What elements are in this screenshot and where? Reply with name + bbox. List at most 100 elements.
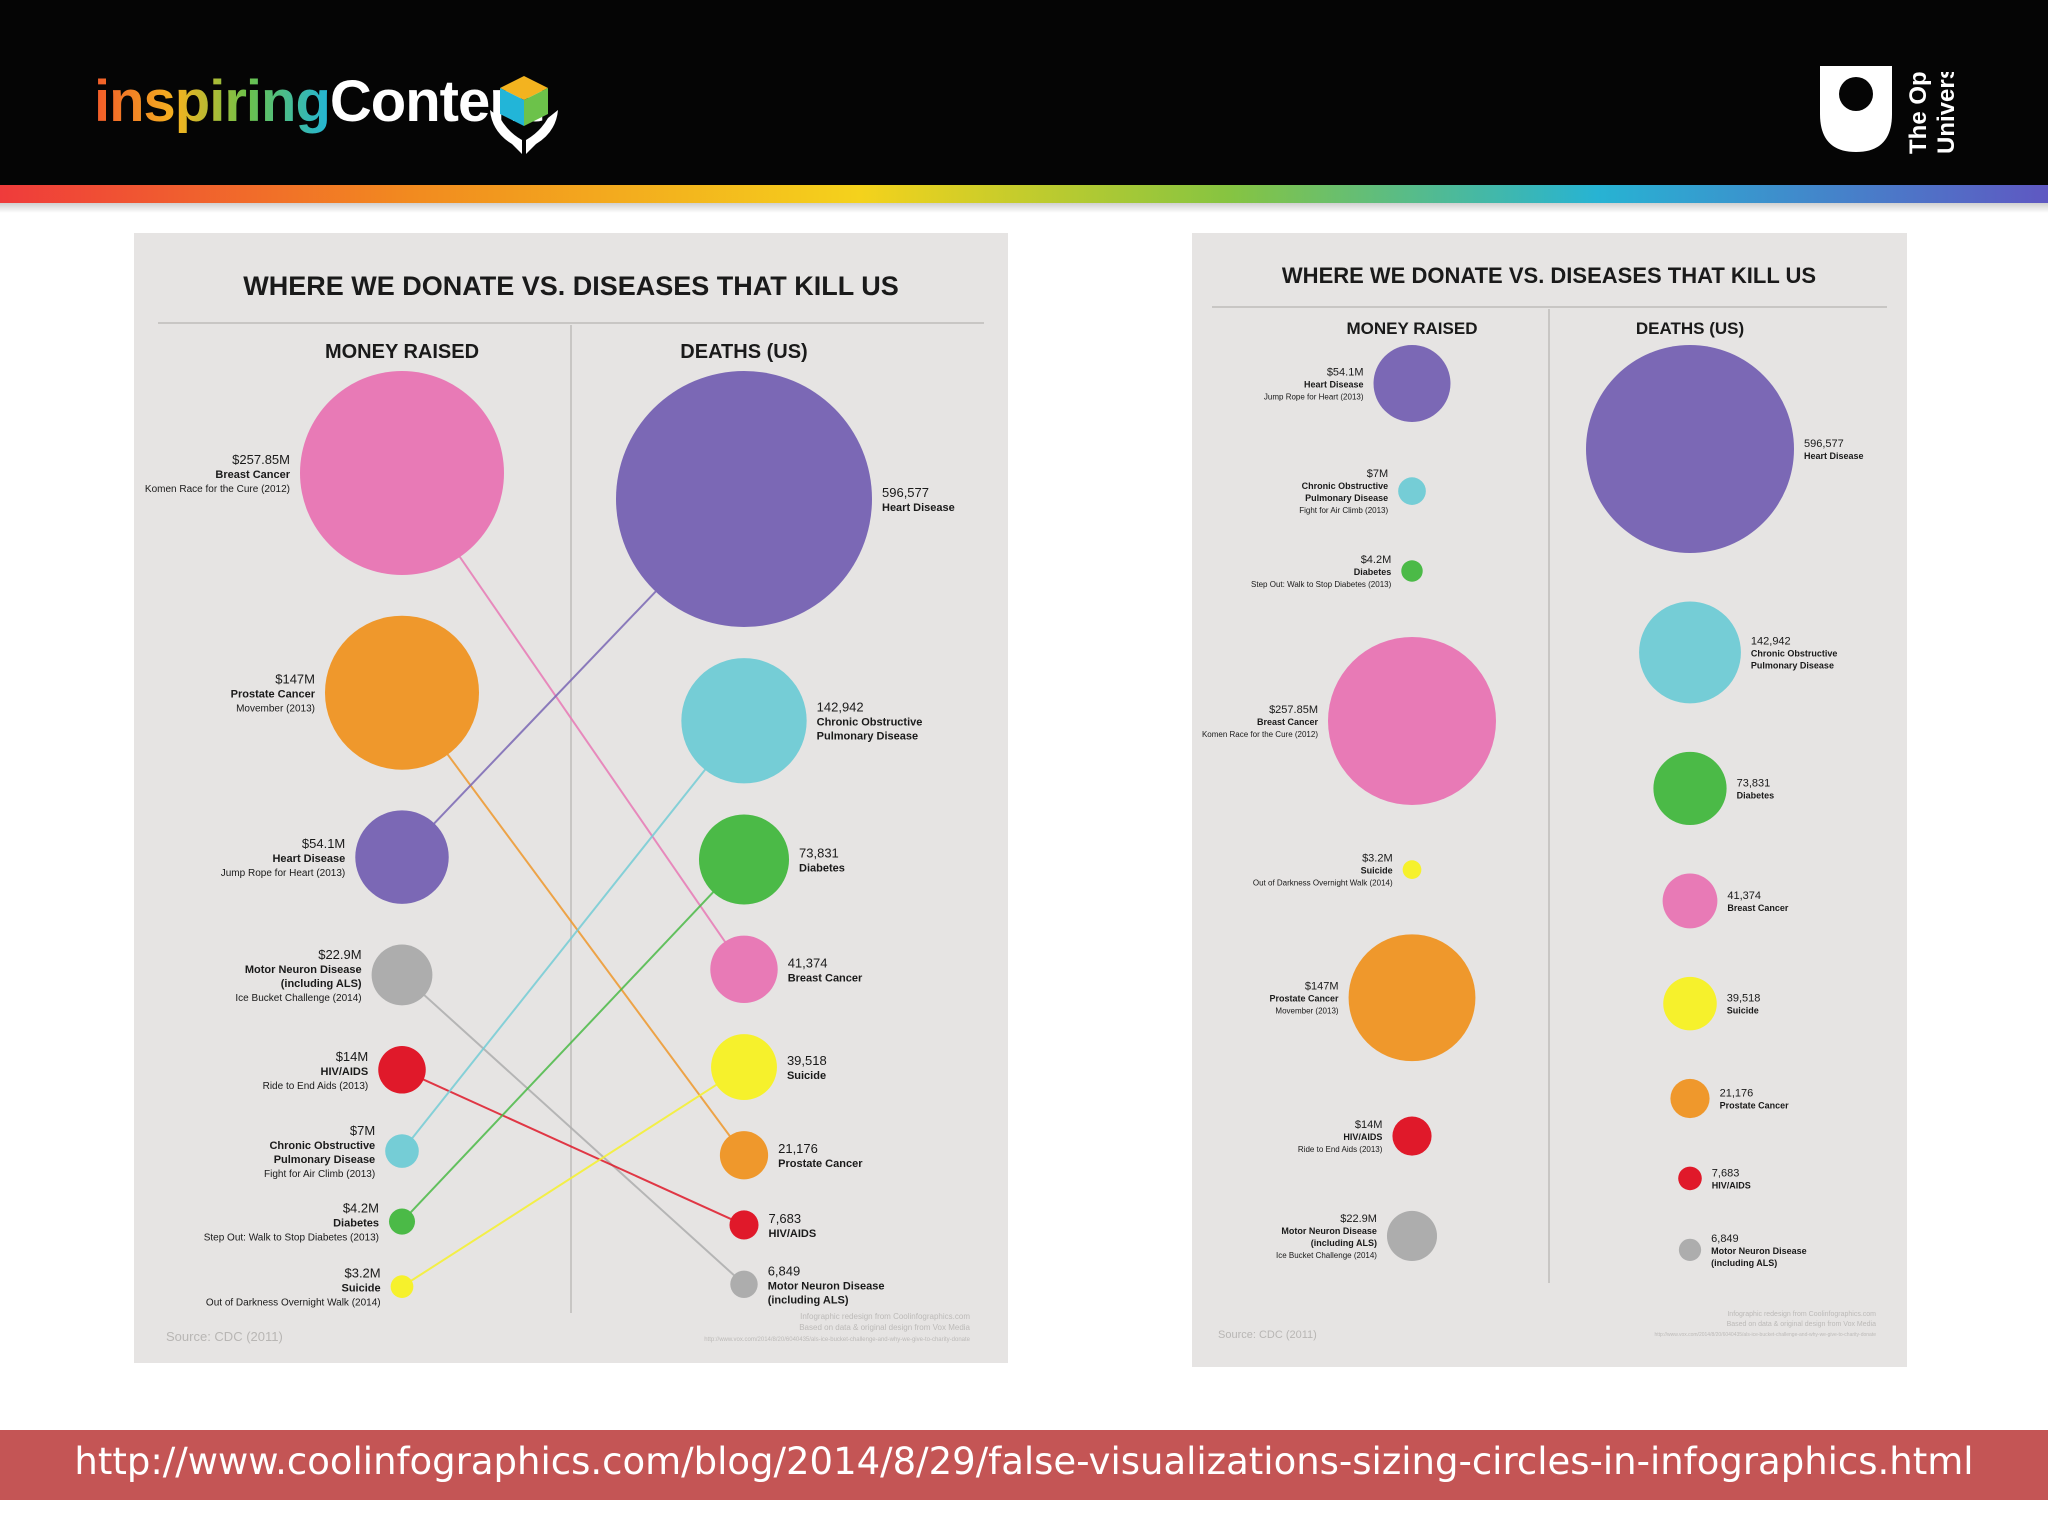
money-label-event: Ride to End Aids (2013): [1298, 1145, 1383, 1154]
money-label-name: Motor Neuron Disease: [1281, 1226, 1377, 1236]
death-label-name: Chronic Obstructive: [1751, 648, 1838, 658]
money-label-amount: $3.2M: [1362, 853, 1393, 865]
money-label-name: Chronic Obstructive: [1302, 481, 1389, 491]
death-bubble-copd: [681, 658, 807, 784]
death-label-count: 39,518: [787, 1053, 827, 1068]
death-label-name: Breast Cancer: [1727, 903, 1789, 913]
money-bubble-hiv: [1392, 1116, 1432, 1156]
credit-line-1: Infographic redesign from Coolinfographi…: [800, 1312, 970, 1321]
credit-line-3: http://www.vox.com/2014/8/20/6040435/als…: [704, 1337, 970, 1343]
death-label-name2: Pulmonary Disease: [1751, 660, 1834, 670]
death-label-name: Breast Cancer: [788, 972, 863, 984]
death-bubble-hiv: [729, 1210, 759, 1240]
death-label-count: 596,577: [882, 485, 929, 500]
connector-prostate: [401, 692, 745, 1156]
death-label-name: Motor Neuron Disease: [1711, 1246, 1807, 1256]
money-label-amount: $147M: [1305, 981, 1339, 993]
death-bubble-hiv: [1678, 1166, 1702, 1191]
money-label-name: Suicide: [1361, 866, 1393, 876]
stripe-shadow: [0, 203, 2048, 213]
death-label-name: Diabetes: [1737, 790, 1775, 800]
death-bubble-prostate: [719, 1131, 769, 1180]
money-label-event: Step Out: Walk to Stop Diabetes (2013): [1251, 580, 1392, 589]
connector-mnd: [401, 974, 745, 1286]
death-label-name: Suicide: [1727, 1006, 1759, 1016]
death-bubble-suicide: [711, 1034, 777, 1101]
ou-line2: University: [1933, 72, 1960, 154]
money-bubble-diabetes: [1401, 560, 1423, 582]
connector-suicide: [401, 1066, 745, 1288]
money-label-event: Fight for Air Climb (2013): [264, 1169, 375, 1180]
money-label-event: Ice Bucket Challenge (2014): [235, 993, 361, 1004]
death-label-name: HIV/AIDS: [1712, 1180, 1751, 1190]
money-label-name: Motor Neuron Disease: [245, 964, 362, 976]
death-label-name: Prostate Cancer: [1720, 1100, 1790, 1110]
death-label-name: Heart Disease: [882, 502, 955, 514]
money-label-name: Prostate Cancer: [1270, 994, 1340, 1004]
death-bubble-breast: [1662, 873, 1718, 929]
death-label-name: HIV/AIDS: [769, 1228, 817, 1240]
death-label-count: 142,942: [817, 700, 864, 715]
death-label-count: 6,849: [768, 1263, 801, 1278]
money-label-name2: Pulmonary Disease: [274, 1154, 376, 1166]
header-bar: [0, 0, 2048, 185]
money-bubble-suicide: [1402, 860, 1422, 880]
death-label-count: 596,577: [1804, 438, 1844, 450]
money-label-amount: $257.85M: [1269, 704, 1318, 716]
death-label-count: 6,849: [1711, 1233, 1739, 1245]
death-label-count: 41,374: [788, 955, 828, 970]
money-label-name: HIV/AIDS: [321, 1066, 369, 1078]
money-bubble-heart: [1373, 345, 1451, 422]
death-label-name2: Pulmonary Disease: [817, 731, 919, 743]
death-bubble-suicide: [1663, 976, 1717, 1031]
deaths-header: DEATHS (US): [1636, 319, 1744, 338]
death-label-count: 7,683: [769, 1211, 802, 1226]
money-label-name: Heart Disease: [272, 853, 345, 865]
death-bubble-heart: [1586, 345, 1794, 553]
credit-line-1: Infographic redesign from Coolinfographi…: [1727, 1311, 1876, 1318]
connector-copd: [401, 720, 745, 1152]
source-url-link[interactable]: http://www.coolinfographics.com/blog/201…: [74, 1440, 1974, 1483]
money-bubble-prostate: [324, 615, 480, 770]
deaths-header: DEATHS (US): [680, 341, 807, 363]
money-label-name: HIV/AIDS: [1343, 1132, 1382, 1142]
death-label-name: Suicide: [787, 1070, 826, 1082]
connector-hiv: [401, 1068, 745, 1226]
money-label-name: Diabetes: [333, 1218, 379, 1230]
hands-cube-logo-icon: [490, 76, 558, 154]
death-label-name2: (including ALS): [768, 1294, 849, 1306]
money-bubble-breast: [300, 371, 504, 575]
death-bubble-diabetes: [1653, 751, 1727, 826]
money-bubble-copd: [385, 1134, 419, 1168]
death-label-count: 7,683: [1712, 1167, 1740, 1179]
death-bubble-copd: [1639, 601, 1741, 704]
death-label-name: Motor Neuron Disease: [768, 1280, 885, 1292]
credit-line-2: Based on data & original design from Vox…: [799, 1323, 970, 1332]
open-university-shield-icon: [1820, 66, 1892, 152]
death-label-count: 73,831: [799, 846, 839, 861]
money-bubble-breast: [1328, 636, 1496, 805]
money-label-name: Breast Cancer: [215, 469, 290, 481]
money-label-amount: $22.9M: [318, 947, 361, 962]
death-bubble-mnd: [1678, 1238, 1702, 1261]
money-label-amount: $4.2M: [1361, 554, 1392, 566]
money-label-amount: $54.1M: [1327, 366, 1364, 378]
money-bubble-hiv: [378, 1046, 426, 1094]
death-bubble-heart: [616, 371, 872, 627]
money-bubble-prostate: [1348, 934, 1476, 1062]
credit-line-3: http://www.vox.com/2014/8/20/6040435/als…: [1654, 1332, 1876, 1338]
money-label-event: Komen Race for the Cure (2012): [1202, 730, 1318, 739]
death-label-count: 21,176: [1720, 1087, 1754, 1099]
death-label-name: Heart Disease: [1804, 451, 1864, 461]
source-note: Source: CDC (2011): [1218, 1329, 1317, 1341]
money-label-event: Out of Darkness Overnight Walk (2014): [206, 1298, 381, 1309]
money-label-event: Step Out: Walk to Stop Diabetes (2013): [204, 1233, 379, 1244]
money-label-event: Jump Rope for Heart (2013): [1264, 392, 1364, 401]
money-label-name: Breast Cancer: [1257, 717, 1319, 727]
money-label-amount: $22.9M: [1340, 1213, 1377, 1225]
chart-title: WHERE WE DONATE VS. DISEASES THAT KILL U…: [243, 271, 899, 301]
rainbow-stripe: [0, 185, 2048, 203]
credit-line-2: Based on data & original design from Vox…: [1727, 1321, 1877, 1328]
money-label-amount: $14M: [1355, 1119, 1383, 1131]
open-university-name: The Open University: [1905, 72, 1960, 154]
